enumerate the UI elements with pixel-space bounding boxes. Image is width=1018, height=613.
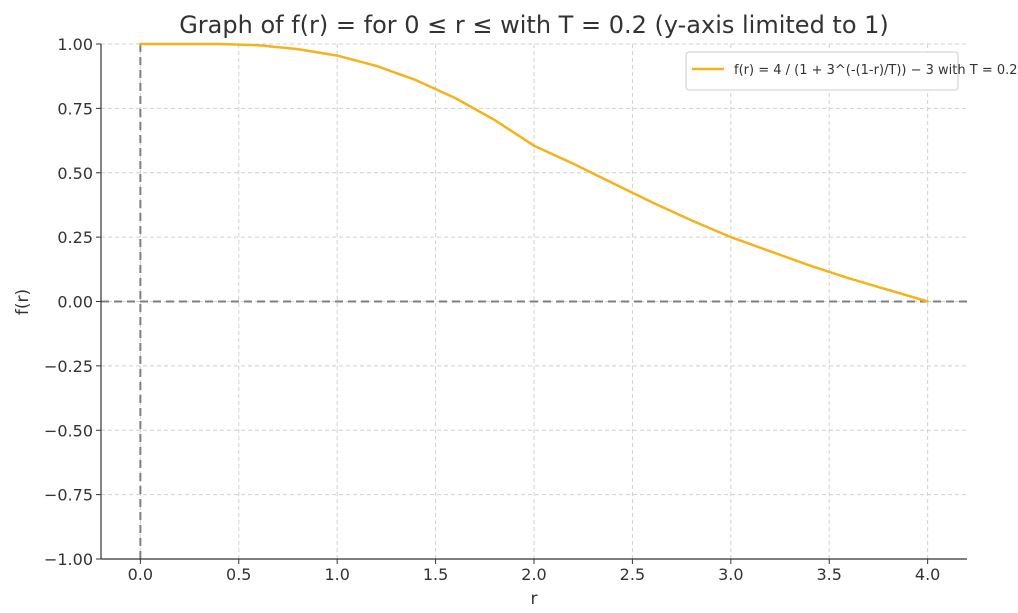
y-tick-label: −0.50 — [44, 421, 93, 440]
x-tick-label: 0.5 — [226, 565, 251, 584]
y-tick-label: −0.25 — [44, 357, 93, 376]
chart-title: Graph of f(r) = for 0 ≤ r ≤ with T = 0.2… — [179, 11, 889, 39]
y-axis-label: f(r) — [13, 289, 33, 315]
series-layer — [139, 42, 929, 303]
y-tick-label: −1.00 — [44, 550, 93, 569]
x-tick-label: 3.0 — [718, 565, 743, 584]
x-tick-label: 2.5 — [620, 565, 645, 584]
x-tick-label: 0.0 — [128, 565, 153, 584]
x-tick-label: 3.5 — [817, 565, 842, 584]
x-tick-label: 1.0 — [324, 565, 349, 584]
y-tick-label: 1.00 — [57, 35, 93, 54]
x-tick-label: 4.0 — [915, 565, 940, 584]
x-axis-label: r — [531, 589, 538, 609]
y-ticks: 1.00 0.75 0.50 0.25 0.00 −0.25 −0.50 −0.75 −1.00 — [44, 35, 101, 569]
series-line — [139, 42, 929, 303]
y-tick-label: 0.25 — [57, 228, 93, 247]
y-tick-label: 0.50 — [57, 164, 93, 183]
y-tick-label: 0.00 — [57, 293, 93, 312]
y-tick-label: 0.75 — [57, 99, 93, 118]
x-tick-label: 1.5 — [423, 565, 448, 584]
y-tick-label: −0.75 — [44, 486, 93, 505]
legend: f(r) = 4 / (1 + 3^(-(1-r)/T)) − 3 with T… — [685, 51, 1018, 91]
x-ticks: 0.0 0.5 1.0 1.5 2.0 2.5 3.0 3.5 4.0 — [128, 559, 940, 584]
legend-series-label: f(r) = 4 / (1 + 3^(-(1-r)/T)) − 3 with T… — [734, 63, 1018, 78]
reference-lines — [101, 44, 967, 559]
legend-box — [685, 51, 959, 91]
x-tick-label: 2.0 — [521, 565, 546, 584]
